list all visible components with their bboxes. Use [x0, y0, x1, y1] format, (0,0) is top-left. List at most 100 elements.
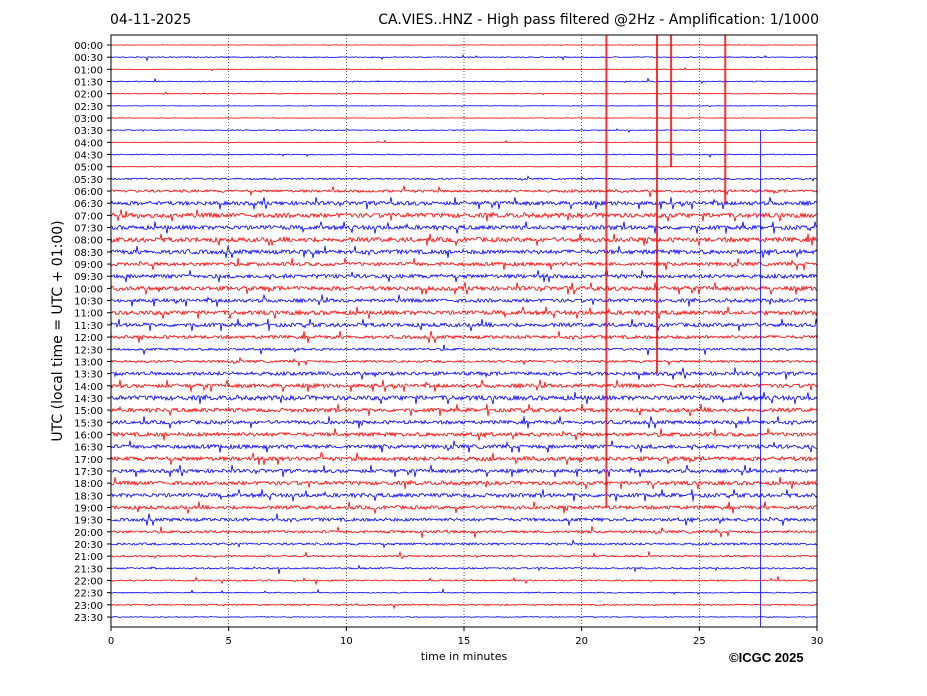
- y-tick-label: 16:30: [74, 443, 103, 454]
- seismic-trace: [110, 404, 818, 417]
- y-tick-label: 10:00: [74, 284, 103, 295]
- seismic-trace: [110, 331, 818, 344]
- seismic-trace: [110, 564, 818, 575]
- seismic-trace: [110, 294, 818, 307]
- y-tick-label: 12:30: [74, 345, 103, 356]
- seismic-trace: [110, 344, 818, 356]
- seismic-trace: [110, 209, 818, 222]
- y-tick-label: 01:00: [74, 65, 103, 76]
- copyright: ©ICGC 2025: [729, 650, 804, 665]
- seismic-trace: [110, 67, 818, 72]
- y-tick-label: 11:30: [74, 321, 103, 332]
- seismic-trace: [110, 91, 818, 96]
- seismic-trace: [110, 221, 818, 234]
- y-tick-label: 21:00: [74, 552, 103, 563]
- x-tick-label: 30: [811, 636, 824, 647]
- y-tick-label: 18:30: [74, 491, 103, 502]
- seismic-trace: [110, 197, 818, 210]
- y-tick-label: 06:00: [74, 187, 103, 198]
- seismic-trace: [110, 356, 818, 367]
- seismic-trace: [110, 233, 818, 246]
- seismic-trace: [110, 616, 818, 618]
- y-tick-label: 18:00: [74, 479, 103, 490]
- y-tick-label: 19:00: [74, 503, 103, 514]
- chart-title: CA.VIES..HNZ - High pass filtered @2Hz -…: [378, 12, 819, 28]
- seismic-trace: [110, 116, 818, 119]
- y-tick-label: 17:00: [74, 455, 103, 466]
- y-tick-label: 13:00: [74, 357, 103, 368]
- seismic-trace: [110, 269, 818, 283]
- y-tick-label: 06:30: [74, 199, 103, 210]
- x-tick-label: 25: [693, 636, 706, 647]
- y-tick-label: 16:00: [74, 430, 103, 441]
- y-tick-label: 00:30: [74, 53, 103, 64]
- y-tick-label: 13:30: [74, 370, 103, 381]
- seismic-trace: [110, 105, 818, 107]
- seismic-trace: [110, 77, 818, 84]
- seismic-trace: [110, 165, 818, 168]
- seismic-trace: [110, 318, 818, 331]
- y-tick-label: 09:00: [74, 260, 103, 271]
- x-tick-label: 10: [340, 636, 353, 647]
- y-tick-label: 04:30: [74, 151, 103, 162]
- seismic-trace: [110, 587, 818, 595]
- y-tick-label: 03:00: [74, 114, 103, 125]
- y-tick-label: 00:00: [74, 41, 103, 52]
- y-tick-label: 08:30: [74, 248, 103, 259]
- seismic-trace: [110, 576, 818, 586]
- x-axis-label: time in minutes: [421, 650, 508, 663]
- seismic-trace: [110, 245, 818, 259]
- y-tick-label: 05:00: [74, 163, 103, 174]
- seismic-trace: [110, 526, 818, 538]
- y-tick-label: 15:00: [74, 406, 103, 417]
- y-tick-label: 02:30: [74, 102, 103, 113]
- seismic-trace: [110, 550, 818, 560]
- plot-frame: [110, 34, 818, 628]
- y-tick-label: 09:30: [74, 272, 103, 283]
- seismic-trace: [110, 452, 818, 465]
- y-tick-label: 10:30: [74, 297, 103, 308]
- seismic-trace: [110, 501, 818, 514]
- seismic-trace: [110, 477, 818, 490]
- y-tick-label: 04:00: [74, 138, 103, 149]
- seismic-trace: [110, 602, 818, 610]
- y-tick-label: 21:30: [74, 564, 103, 575]
- seismic-trace: [110, 367, 818, 380]
- x-tick-label: 15: [458, 636, 471, 647]
- seismic-trace: [110, 390, 818, 405]
- y-tick-label: 12:00: [74, 333, 103, 344]
- seismic-trace: [110, 128, 818, 134]
- y-tick-label: 01:30: [74, 78, 103, 89]
- y-tick-label: 02:00: [74, 90, 103, 101]
- y-tick-label: 19:30: [74, 516, 103, 527]
- seismic-trace: [110, 258, 818, 271]
- seismic-trace: [110, 306, 818, 320]
- y-tick-label: 14:00: [74, 382, 103, 393]
- seismic-trace: [110, 379, 818, 392]
- y-tick-label: 17:30: [74, 467, 103, 478]
- seismic-trace: [110, 416, 818, 429]
- seismic-trace: [110, 428, 818, 441]
- seismic-trace: [110, 153, 818, 159]
- y-tick-label: 03:30: [74, 126, 103, 137]
- y-tick-label: 20:30: [74, 540, 103, 551]
- x-tick-label: 20: [575, 636, 588, 647]
- seismic-trace: [110, 440, 818, 453]
- seismic-trace: [110, 464, 818, 477]
- seismic-trace: [110, 282, 818, 295]
- y-tick-label: 07:00: [74, 211, 103, 222]
- y-tick-label: 07:30: [74, 224, 103, 235]
- y-tick-label: 22:30: [74, 589, 103, 600]
- y-tick-label: 20:00: [74, 528, 103, 539]
- seismic-trace: [110, 513, 818, 526]
- seismic-trace: [110, 185, 818, 198]
- x-tick-label: 0: [108, 636, 114, 647]
- y-tick-label: 22:00: [74, 576, 103, 587]
- y-tick-label: 11:00: [74, 309, 103, 320]
- y-tick-label: 08:00: [74, 236, 103, 247]
- seismic-trace: [110, 489, 818, 502]
- y-tick-label: 05:30: [74, 175, 103, 186]
- seismic-trace: [110, 54, 818, 62]
- chart-date: 04-11-2025: [110, 12, 192, 28]
